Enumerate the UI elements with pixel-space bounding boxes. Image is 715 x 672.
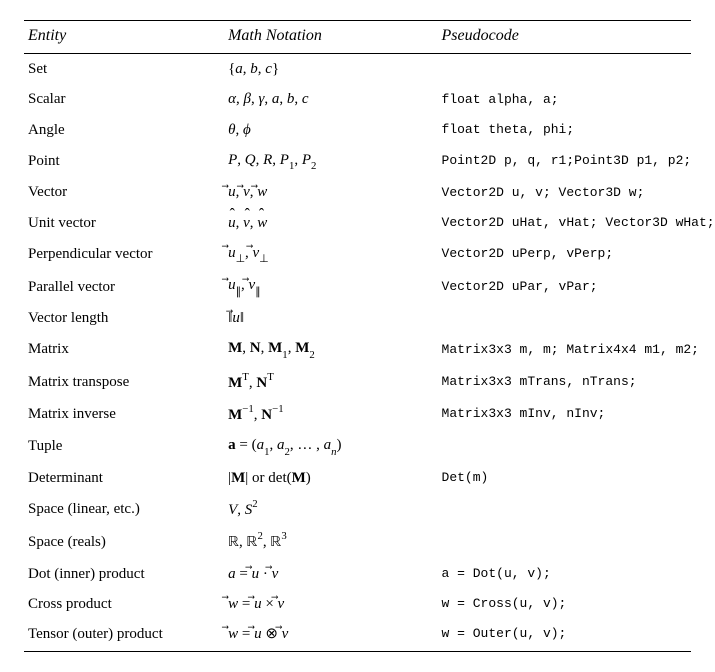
code-cell: Matrix3x3 m, m; Matrix4x4 m1, m2; <box>438 333 691 366</box>
table-row: Parallel vector u∥, v∥ Vector2D uPar, vP… <box>24 270 691 303</box>
code-cell: Vector2D uPerp, vPerp; <box>438 238 691 271</box>
table-row: Scalar α, β, γ, a, b, c float alpha, a; <box>24 84 691 114</box>
table-row: Matrix M, N, M1, M2 Matrix3x3 m, m; Matr… <box>24 333 691 366</box>
code-cell: Point2D p, q, r1;Point3D p1, p2; <box>438 145 691 178</box>
math-cell: u, v, w <box>224 177 437 207</box>
code-cell: Vector2D uPar, vPar; <box>438 270 691 303</box>
entity-cell: Set <box>24 54 224 85</box>
code-cell: float alpha, a; <box>438 84 691 114</box>
col-header-entity: Entity <box>24 21 224 54</box>
math-cell: u, v, w <box>224 208 437 238</box>
code-cell <box>438 54 691 85</box>
code-cell <box>438 525 691 558</box>
entity-cell: Determinant <box>24 463 224 493</box>
entity-cell: Scalar <box>24 84 224 114</box>
table-row: Tuple a = (a1, a2, … , an) <box>24 430 691 463</box>
math-cell: |M| or det(M) <box>224 463 437 493</box>
code-cell: float theta, phi; <box>438 115 691 145</box>
table-row: Determinant |M| or det(M) Det(m) <box>24 463 691 493</box>
code-cell: Matrix3x3 mInv, nInv; <box>438 398 691 430</box>
math-cell: α, β, γ, a, b, c <box>224 84 437 114</box>
table-row: Space (reals) ℝ, ℝ2, ℝ3 <box>24 525 691 558</box>
entity-cell: Matrix inverse <box>24 398 224 430</box>
math-cell: M, N, M1, M2 <box>224 333 437 366</box>
code-cell <box>438 493 691 525</box>
table-row: Cross product w = u × v w = Cross(u, v); <box>24 589 691 619</box>
col-header-pseudocode: Pseudocode <box>438 21 691 54</box>
code-cell: w = Cross(u, v); <box>438 589 691 619</box>
entity-cell: Point <box>24 145 224 178</box>
entity-cell: Parallel vector <box>24 270 224 303</box>
math-cell: V, S2 <box>224 493 437 525</box>
table-row: Unit vector u, v, w Vector2D uHat, vHat;… <box>24 208 691 238</box>
entity-cell: Space (linear, etc.) <box>24 493 224 525</box>
table-row: Space (linear, etc.) V, S2 <box>24 493 691 525</box>
code-cell: Vector2D uHat, vHat; Vector3D wHat; <box>438 208 691 238</box>
entity-cell: Dot (inner) product <box>24 559 224 589</box>
notation-table: Entity Math Notation Pseudocode Set {a, … <box>24 20 691 652</box>
math-cell: P, Q, R, P1, P2 <box>224 145 437 178</box>
math-cell: u⊥, v⊥ <box>224 238 437 271</box>
entity-cell: Angle <box>24 115 224 145</box>
entity-cell: Vector <box>24 177 224 207</box>
code-cell: Det(m) <box>438 463 691 493</box>
math-cell: ‖u‖ <box>224 303 437 333</box>
math-cell: ℝ, ℝ2, ℝ3 <box>224 525 437 558</box>
code-cell: Matrix3x3 mTrans, nTrans; <box>438 366 691 398</box>
col-header-math: Math Notation <box>224 21 437 54</box>
table-row: Point P, Q, R, P1, P2 Point2D p, q, r1;P… <box>24 145 691 178</box>
math-cell: w = u ⊗ v <box>224 619 437 652</box>
entity-cell: Space (reals) <box>24 525 224 558</box>
math-cell: a = u · v <box>224 559 437 589</box>
table-row: Vector u, v, w Vector2D u, v; Vector3D w… <box>24 177 691 207</box>
entity-cell: Tuple <box>24 430 224 463</box>
entity-cell: Vector length <box>24 303 224 333</box>
code-cell: Vector2D u, v; Vector3D w; <box>438 177 691 207</box>
math-cell: {a, b, c} <box>224 54 437 85</box>
table-row: Matrix transpose MT, NT Matrix3x3 mTrans… <box>24 366 691 398</box>
math-cell: θ, ϕ <box>224 115 437 145</box>
code-cell <box>438 303 691 333</box>
math-cell: w = u × v <box>224 589 437 619</box>
table-row: Perpendicular vector u⊥, v⊥ Vector2D uPe… <box>24 238 691 271</box>
table-row: Matrix inverse M−1, N−1 Matrix3x3 mInv, … <box>24 398 691 430</box>
math-cell: u∥, v∥ <box>224 270 437 303</box>
entity-cell: Perpendicular vector <box>24 238 224 271</box>
math-cell: MT, NT <box>224 366 437 398</box>
code-cell <box>438 430 691 463</box>
code-cell: w = Outer(u, v); <box>438 619 691 652</box>
entity-cell: Tensor (outer) product <box>24 619 224 652</box>
math-cell: a = (a1, a2, … , an) <box>224 430 437 463</box>
code-cell: a = Dot(u, v); <box>438 559 691 589</box>
entity-cell: Unit vector <box>24 208 224 238</box>
table-header-row: Entity Math Notation Pseudocode <box>24 21 691 54</box>
entity-cell: Cross product <box>24 589 224 619</box>
entity-cell: Matrix transpose <box>24 366 224 398</box>
table-row: Set {a, b, c} <box>24 54 691 85</box>
math-cell: M−1, N−1 <box>224 398 437 430</box>
table-row: Vector length ‖u‖ <box>24 303 691 333</box>
table-row: Angle θ, ϕ float theta, phi; <box>24 115 691 145</box>
table-row: Dot (inner) product a = u · v a = Dot(u,… <box>24 559 691 589</box>
entity-cell: Matrix <box>24 333 224 366</box>
table-row: Tensor (outer) product w = u ⊗ v w = Out… <box>24 619 691 652</box>
